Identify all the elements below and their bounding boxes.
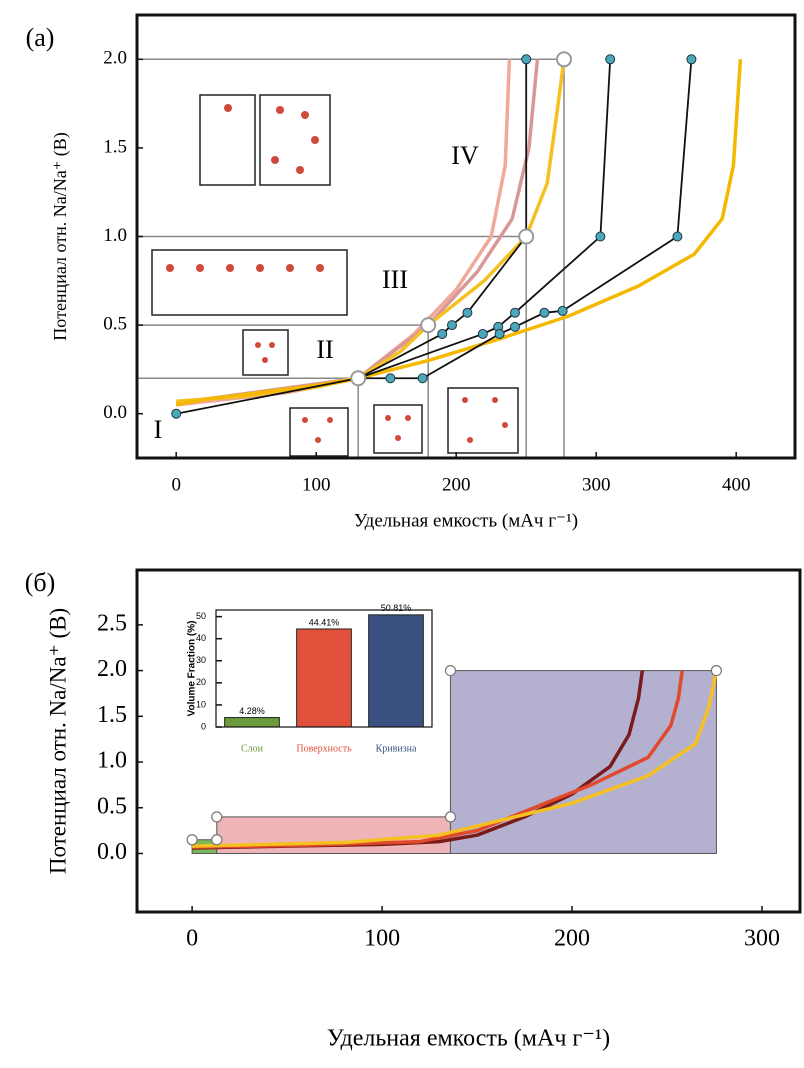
marker bbox=[462, 307, 473, 318]
curve bbox=[175, 59, 743, 407]
x-axis-label: Удельная емкость (мАч г⁻¹) bbox=[354, 510, 578, 531]
y-tick-label: 20 bbox=[196, 677, 206, 687]
marker bbox=[556, 51, 572, 68]
marker bbox=[385, 373, 396, 384]
x-tick-label: 100 bbox=[302, 474, 331, 495]
region-corner bbox=[211, 811, 223, 823]
y-tick-label: 1.0 bbox=[97, 748, 127, 774]
y-tick-label: 50 bbox=[196, 611, 206, 621]
y-axis-label: Потенциал отн. Na/Na⁺ (В) bbox=[45, 608, 70, 874]
y-tick-label: 30 bbox=[196, 655, 206, 665]
marker bbox=[171, 408, 182, 419]
marker bbox=[518, 228, 535, 245]
x-tick-label: 300 bbox=[582, 474, 611, 495]
curve bbox=[192, 670, 719, 848]
region-corner bbox=[710, 664, 723, 677]
marker bbox=[686, 54, 697, 65]
plot-frame bbox=[135, 568, 802, 914]
marker bbox=[605, 54, 616, 65]
panel-label: (a) bbox=[26, 23, 55, 52]
marker bbox=[539, 307, 550, 318]
y-tick-label: 10 bbox=[196, 699, 206, 709]
region-corner bbox=[186, 834, 198, 846]
curve bbox=[192, 670, 684, 849]
category-label: Кривизна bbox=[376, 743, 417, 754]
y-tick-label: 0 bbox=[201, 721, 206, 731]
panel-label: (б) bbox=[25, 568, 56, 597]
x-tick-label: 0 bbox=[171, 474, 181, 495]
value-label: 50.81% bbox=[381, 603, 412, 613]
x-tick-label: 200 bbox=[554, 926, 590, 952]
marker bbox=[595, 231, 606, 242]
marker bbox=[437, 328, 448, 339]
y-axis-label: Volume Fraction (%) bbox=[187, 621, 198, 717]
y-tick-label: 0.5 bbox=[97, 793, 127, 819]
x-tick-label: 200 bbox=[442, 474, 471, 495]
y-tick-label: 2.5 bbox=[97, 610, 127, 636]
region-corner bbox=[444, 664, 457, 677]
marker bbox=[521, 54, 532, 65]
region-label: III bbox=[382, 265, 408, 294]
marker bbox=[494, 328, 505, 339]
x-axis-label: Удельная емкость (мАч г⁻¹) bbox=[327, 1026, 610, 1052]
y-tick-label: 1.5 bbox=[97, 702, 127, 728]
region-corner bbox=[444, 811, 457, 823]
marker bbox=[477, 328, 488, 339]
bar bbox=[224, 717, 280, 728]
marker bbox=[510, 321, 520, 332]
x-tick-label: 100 bbox=[364, 926, 400, 952]
category-label: Слои bbox=[241, 743, 264, 754]
bar bbox=[296, 628, 352, 728]
x-tick-label: 400 bbox=[722, 474, 751, 495]
marker bbox=[447, 320, 457, 331]
structure-thumbnails bbox=[151, 94, 519, 457]
curve bbox=[357, 59, 612, 380]
region-label: II bbox=[316, 335, 333, 364]
marker bbox=[672, 231, 683, 242]
y-tick-label: 1.0 bbox=[103, 225, 127, 246]
bar bbox=[368, 614, 424, 728]
x-tick-label: 300 bbox=[744, 926, 780, 952]
marker bbox=[557, 305, 568, 316]
y-axis-label: Потенциал отн. Na/Na⁺ (В) bbox=[50, 132, 71, 340]
marker bbox=[510, 307, 520, 318]
marker bbox=[350, 370, 367, 387]
y-tick-label: 40 bbox=[196, 633, 206, 643]
marker bbox=[417, 373, 428, 384]
category-label: Поверхность bbox=[296, 743, 352, 754]
marker bbox=[420, 317, 437, 334]
y-tick-label: 1.5 bbox=[103, 136, 127, 157]
y-tick-label: 0.5 bbox=[103, 313, 127, 334]
value-label: 4.28% bbox=[239, 706, 265, 716]
y-tick-label: 2.0 bbox=[97, 656, 127, 682]
value-label: 44.41% bbox=[309, 617, 340, 627]
region-label: IV bbox=[451, 141, 479, 170]
y-tick-label: 2.0 bbox=[103, 48, 127, 69]
region-corner bbox=[211, 834, 223, 846]
y-tick-label: 0.0 bbox=[103, 402, 127, 423]
x-tick-label: 0 bbox=[186, 926, 198, 952]
y-tick-label: 0.0 bbox=[97, 839, 127, 865]
region-label: I bbox=[154, 415, 163, 444]
inset-frame bbox=[215, 609, 433, 728]
